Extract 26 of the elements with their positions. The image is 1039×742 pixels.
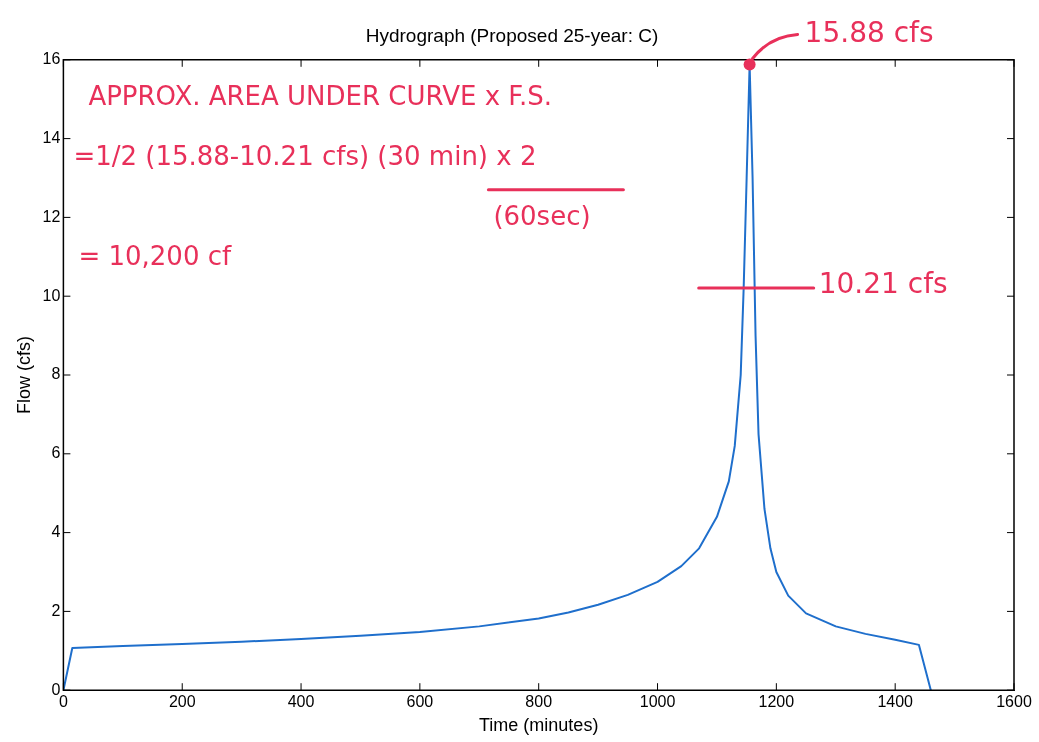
x-tick-label: 1600 — [996, 693, 1032, 711]
x-tick-label: 400 — [287, 693, 315, 711]
x-tick-label: 1000 — [639, 693, 676, 711]
x-tick-label: 1400 — [877, 693, 914, 711]
x-tick-label: 200 — [168, 693, 196, 711]
y-axis-title: Flow (cfs) — [13, 336, 34, 414]
x-axis-title: Time (minutes) — [479, 715, 599, 736]
annotation: 15.88 cfs — [804, 15, 934, 49]
y-tick-label: 14 — [42, 129, 61, 147]
x-tick-label: 800 — [525, 693, 553, 711]
y-tick-label: 4 — [51, 523, 61, 541]
x-tick-label: 600 — [406, 693, 434, 711]
annotation: =1/2 (15.88-10.21 cfs) (30 min) x 2 — [73, 140, 537, 171]
y-tick-label: 6 — [51, 444, 61, 462]
annotation: APPROX. AREA UNDER CURVE x F.S. — [88, 80, 553, 111]
y-tick-label: 16 — [42, 50, 61, 68]
annotation: (60sec) — [493, 200, 591, 231]
annotation: = 10,200 cf — [78, 240, 232, 271]
x-tick-label: 1200 — [758, 693, 795, 711]
y-tick-label: 8 — [51, 365, 61, 383]
chart-title: Hydrograph (Proposed 25-year: C) — [365, 24, 659, 46]
y-tick-label: 12 — [42, 207, 61, 225]
y-tick-label: 2 — [51, 601, 61, 619]
annotation: 10.21 cfs — [818, 267, 948, 301]
y-tick-label: 0 — [51, 680, 61, 698]
y-tick-label: 10 — [42, 286, 61, 304]
